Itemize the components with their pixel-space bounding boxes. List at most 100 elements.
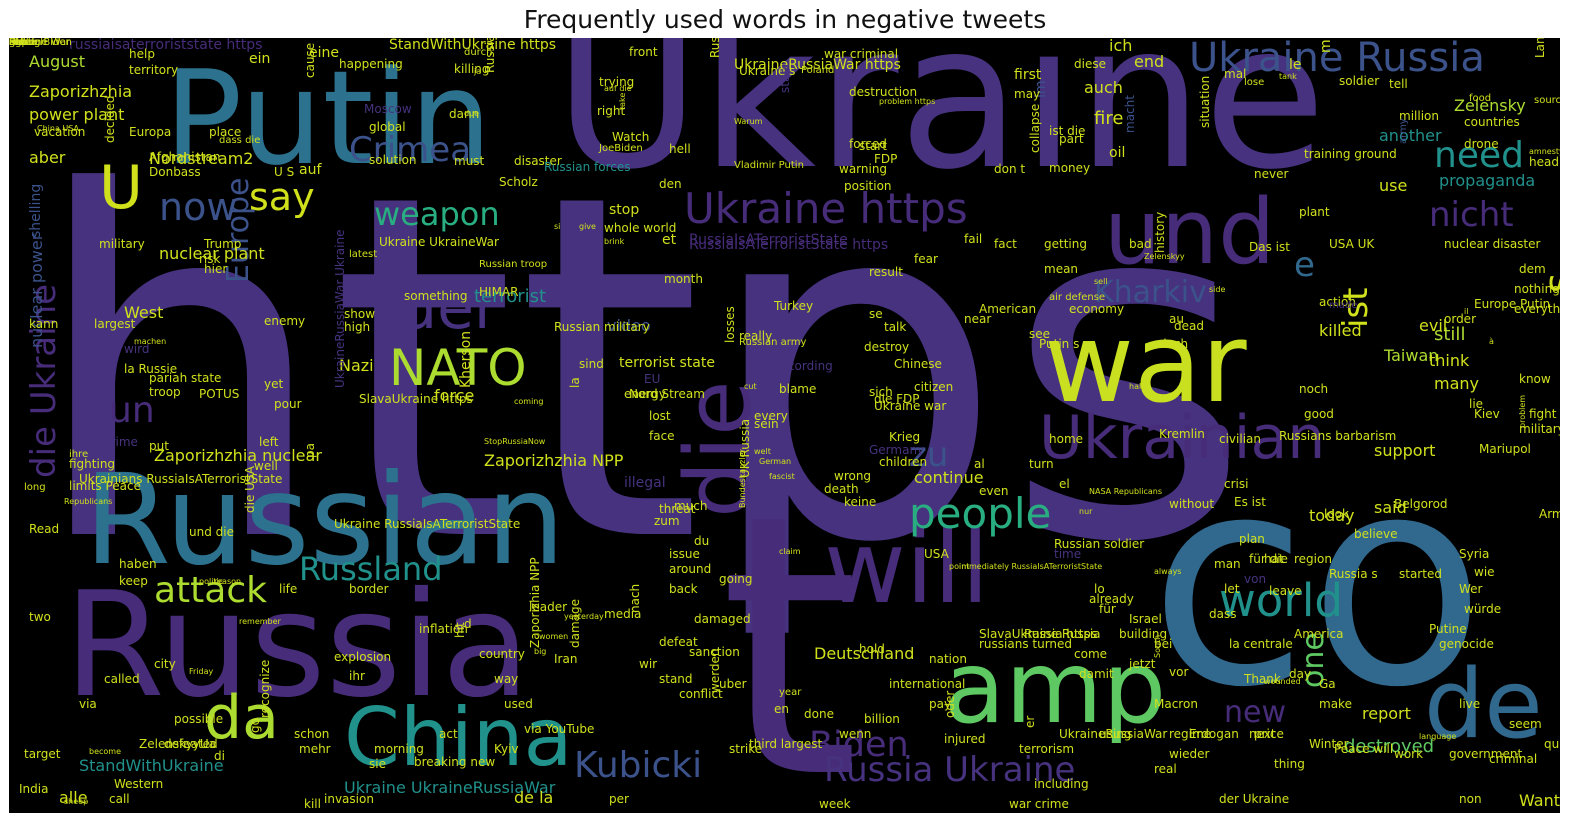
word-128: solution bbox=[369, 153, 417, 167]
word-53: terrorist bbox=[474, 286, 547, 307]
word-377: using bbox=[1099, 727, 1132, 741]
word-415: lose bbox=[1244, 77, 1265, 88]
word-38: Europe bbox=[221, 177, 256, 284]
word-410: UkraineRussiaWar Ukraine bbox=[333, 229, 347, 388]
word-403: week bbox=[819, 797, 851, 811]
word-391: third largest bbox=[749, 737, 823, 751]
word-470: problem https bbox=[879, 97, 936, 106]
word-17: der bbox=[399, 273, 499, 343]
word-390: sie bbox=[369, 757, 386, 771]
word-125: place bbox=[209, 125, 242, 139]
word-194: Russian military bbox=[554, 320, 650, 334]
word-388: mehr bbox=[299, 742, 331, 756]
word-427: auf die bbox=[604, 84, 632, 93]
word-109: ist die bbox=[1049, 124, 1086, 138]
word-375: terrorism bbox=[1019, 742, 1075, 756]
word-396: wieder bbox=[1169, 747, 1210, 761]
word-398: India bbox=[19, 782, 49, 796]
word-175: everything bbox=[1514, 302, 1560, 316]
word-252: civilian bbox=[1219, 432, 1261, 446]
word-79: Deutschland bbox=[814, 644, 915, 663]
word-33: need bbox=[1434, 135, 1524, 176]
word-105: right bbox=[597, 104, 626, 118]
word-404: war crime bbox=[1009, 797, 1069, 811]
word-146: position bbox=[844, 179, 892, 193]
word-83: StandWithUkraine https bbox=[389, 38, 557, 53]
word-444: claim bbox=[779, 547, 801, 556]
word-165: Ukraine UkraineWar bbox=[379, 235, 499, 249]
word-457: half bbox=[1129, 382, 1145, 391]
word-432: side bbox=[1209, 285, 1226, 294]
word-59: many bbox=[1434, 374, 1479, 393]
word-149: don t bbox=[994, 162, 1026, 176]
word-154: situation bbox=[1198, 75, 1212, 128]
word-413: state bbox=[778, 62, 792, 93]
word-160: Trump bbox=[204, 237, 242, 251]
word-387: go bbox=[248, 718, 262, 733]
word-208: according bbox=[774, 359, 833, 373]
word-270: threat bbox=[659, 502, 696, 516]
word-405: der Ukraine bbox=[1219, 792, 1290, 806]
word-147: Vladimir Putin bbox=[734, 160, 804, 171]
word-309: dass bbox=[1209, 607, 1237, 621]
word-61: Zelensky bbox=[1454, 96, 1526, 115]
word-469: amnesty bbox=[1529, 147, 1560, 156]
word-215: citizen bbox=[914, 380, 954, 394]
word-344: day bbox=[1289, 667, 1312, 681]
word-24: attack bbox=[154, 570, 267, 611]
word-476: re bbox=[9, 38, 20, 48]
word-226: largest bbox=[94, 317, 136, 331]
word-204: dead bbox=[1174, 319, 1204, 333]
word-402: per bbox=[609, 792, 629, 806]
word-401: invasion bbox=[324, 792, 374, 806]
word-343: Thank bbox=[1244, 672, 1281, 686]
word-282: du bbox=[694, 534, 710, 548]
word-299: back bbox=[669, 582, 698, 596]
word-450: immediately RussiaIsATerroristState bbox=[959, 562, 1103, 571]
word-94: ein bbox=[249, 51, 271, 67]
word-315: Israel bbox=[1129, 612, 1162, 626]
word-218: good bbox=[1304, 407, 1334, 421]
word-184: air defense bbox=[1049, 292, 1106, 303]
word-477: Ukraine War bbox=[9, 38, 71, 48]
word-75: Ukraine UkraineRussiaWar bbox=[344, 778, 556, 797]
word-16: da bbox=[204, 683, 279, 753]
word-292: würde bbox=[1464, 602, 1502, 616]
word-142: Russian forces bbox=[544, 160, 631, 174]
word-408: real bbox=[1154, 762, 1177, 776]
word-237: face bbox=[649, 429, 675, 443]
word-229: yet bbox=[264, 377, 284, 391]
word-48: aber bbox=[29, 148, 66, 167]
word-157: whole world bbox=[604, 221, 677, 235]
word-262: Ukrainians RussiaIsATerroristState bbox=[79, 472, 283, 486]
word-0: https bbox=[29, 94, 1252, 647]
word-21: people bbox=[909, 489, 1052, 538]
word-216: die FDP bbox=[874, 392, 920, 406]
word-294: genocide bbox=[1439, 637, 1494, 651]
word-473: blame Biden bbox=[9, 38, 72, 48]
word-193: HIMAR bbox=[479, 285, 519, 299]
word-313: d bbox=[464, 617, 472, 631]
word-452: big bbox=[534, 647, 547, 656]
word-261: long bbox=[24, 482, 46, 493]
word-265: al bbox=[974, 457, 985, 471]
word-464: coming bbox=[514, 397, 544, 406]
word-153: part bbox=[1059, 132, 1084, 146]
word-45: Zaporizhzhia bbox=[29, 82, 133, 101]
word-47: Nordstream2 bbox=[149, 149, 254, 168]
word-289: Syria bbox=[1459, 547, 1490, 561]
word-95: eine bbox=[309, 45, 339, 61]
word-428: take bbox=[618, 92, 627, 110]
word-46: power plant bbox=[29, 105, 125, 124]
word-163: latest bbox=[349, 249, 378, 260]
word-346: make bbox=[1319, 697, 1352, 711]
word-155: plant bbox=[1299, 205, 1330, 219]
word-201: Putin s bbox=[1039, 337, 1080, 351]
word-221: fight bbox=[1529, 407, 1557, 421]
word-433: il bbox=[1464, 307, 1469, 316]
word-168: getting bbox=[1044, 237, 1087, 251]
word-245: Krieg bbox=[889, 430, 921, 444]
word-67: report bbox=[1362, 704, 1411, 723]
word-417: history bbox=[1153, 211, 1167, 253]
word-5: Russian bbox=[84, 448, 566, 593]
